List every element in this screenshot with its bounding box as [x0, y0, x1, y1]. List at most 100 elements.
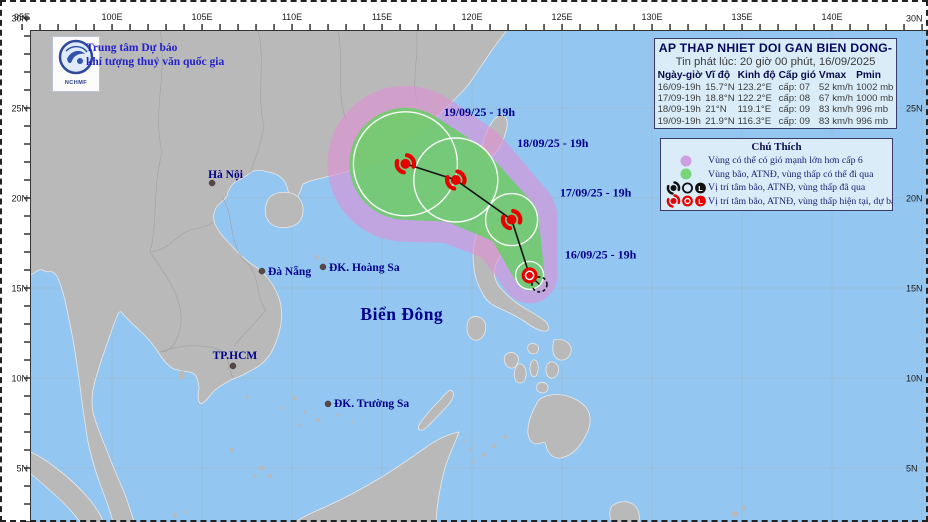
logo-caption: NCHMF: [64, 80, 88, 86]
track-timestamp-label: 18/09/25 - 19h: [517, 136, 589, 150]
city-label: Hà Nội: [208, 169, 244, 181]
left-margin: [0, 0, 30, 522]
forecast-table-row: 17/09-19h 18.8°N 122.2°E cấp: 08 67 km/h 1000…: [656, 93, 895, 104]
city-label: ĐK. Hoàng Sa: [329, 262, 400, 274]
storm-info-panel: AP THAP NHIET DOI GAN BIEN DONG- Tin phá…: [654, 38, 897, 129]
legend-item: L Vị trí tâm bão, ATNĐ, vùng thấp hiện tạ…: [664, 194, 892, 208]
forecast-table-cell: 19/09-19h: [657, 115, 701, 127]
latitude-label: 20N: [906, 194, 923, 204]
legend-item: Vùng bão, ATNĐ, vùng thấp có thể đi qua: [664, 168, 889, 182]
storm-markers: [394, 153, 538, 284]
svg-text:L: L: [698, 184, 703, 193]
latitude-label: 5N: [16, 464, 28, 474]
city-label: ĐK. Trường Sa: [334, 398, 409, 410]
legend-item-label: Vùng bão, ATNĐ, vùng thấp có thể đi qua: [708, 168, 874, 180]
longitude-label: 140E: [821, 12, 842, 22]
forecast-table: Ngày-giờ Vĩ độ Kinh độ Cấp gió Vmax Pmin 16/0…: [656, 70, 895, 127]
legend-symbol: L: [664, 181, 708, 195]
latitude-label: 25N: [906, 104, 923, 114]
cyclone-symbol-icon: [666, 194, 680, 208]
latitude-label: 15N: [906, 284, 923, 294]
forecast-table-cell: 119.1°E: [737, 104, 772, 116]
storm-marker-forecast: [500, 208, 523, 231]
forecast-table-cell: 18/09-19h: [657, 104, 701, 116]
latitude-label: 10N: [906, 374, 923, 384]
uncertainty-circle: [484, 192, 539, 247]
forecast-table-cell: 17/09-19h: [657, 93, 701, 105]
sea-name-label: Biển Đông: [360, 303, 444, 324]
forecast-table-cell: 21.9°N: [705, 115, 735, 127]
forecast-table-row: 16/09-19h 15.7°N 123.2°E cấp: 07 52 km/h 1002…: [656, 82, 895, 93]
longitude-label: 130E: [641, 12, 662, 22]
past-position-circle: [531, 276, 548, 293]
legend-item-label: Vị trí tâm bão, ATNĐ, vùng thấp hiện tại…: [708, 195, 893, 207]
nchmf-logo: NCHMF: [52, 36, 100, 92]
forecast-column-header: Pmin: [856, 70, 881, 81]
forecast-table-row: 18/09-19h 21°N 119.1°E cấp: 09 83 km/h 996 mb: [656, 104, 895, 115]
legend-panel: Chú Thích Vùng có thể có gió mạnh lớn hơ…: [660, 138, 893, 211]
forecast-table-header: Ngày-giờ Vĩ độ Kinh độ Cấp gió Vmax Pmin: [656, 70, 895, 82]
island-mindoro: [466, 316, 486, 341]
forecast-table-cell: 21°N: [705, 104, 727, 116]
island-palawan: [418, 389, 454, 431]
forecast-table-cell: cấp: 09: [778, 104, 811, 116]
svg-text:L: L: [698, 197, 703, 206]
low-symbol-icon: L: [694, 195, 706, 207]
forecast-column-header: Vmax: [818, 70, 847, 81]
circle-symbol-icon: [681, 182, 693, 194]
cyclone-symbol-icon: [666, 181, 680, 195]
city-marker: [319, 263, 327, 271]
latitude-label: 5N: [906, 464, 918, 474]
forecast-table-cell: 1002 mb: [856, 82, 894, 93]
legend-title: Chú Thích: [751, 141, 802, 153]
forecast-column-header: Cấp gió: [778, 70, 816, 81]
city-marker: [229, 362, 237, 370]
track-timestamp-label: 19/09/25 - 19h: [444, 105, 516, 119]
longitude-label: 120E: [461, 12, 482, 22]
latitude-label: 10N: [11, 374, 28, 384]
island-mindanao: [527, 394, 591, 459]
forecast-track-line: [405, 163, 531, 276]
latitude-label: 20N: [11, 194, 28, 204]
axis-labels: 95E 100E 105E 110E 115E 120E 125E 130E 135E 140E 3…: [11, 12, 922, 474]
city-marker: [324, 400, 332, 408]
nchmf-logo-icon: [58, 39, 94, 75]
track-timestamp-label: 16/09/25 - 19h: [565, 247, 637, 261]
island-borneo: [294, 431, 460, 522]
legend-symbol: L: [664, 194, 708, 208]
org-name-line2: khí tượng thuỷ văn quốc gia: [86, 55, 225, 68]
island-hainan: [264, 191, 304, 229]
axis-ticks: [21, 17, 926, 522]
forecast-table-cell: 52 km/h: [818, 82, 854, 93]
storm-marker-current: [521, 267, 538, 284]
island-sulawesi-tip: [609, 501, 640, 522]
city-marker: [208, 179, 216, 187]
latitude-label: 15N: [11, 284, 28, 294]
zone-color-icon: [680, 168, 692, 180]
ring-disc-symbol-icon: [681, 195, 693, 207]
island-sumatra: [29, 451, 104, 522]
city-label: TP.HCM: [213, 350, 258, 362]
longitude-label: 95E: [14, 12, 30, 22]
latitude-label: 30N: [906, 14, 923, 24]
uncertainty-circle: [413, 137, 499, 223]
legend-symbol: [664, 167, 708, 181]
map-frame: [29, 29, 928, 522]
low-symbol-icon: L: [694, 182, 706, 194]
forecast-table-cell: 83 km/h: [818, 115, 854, 127]
storm-marker-forecast: [445, 169, 467, 191]
forecast-table-cell: cấp: 08: [778, 93, 811, 105]
forecast-table-cell: 123.2°E: [737, 82, 772, 93]
longitude-label: 110E: [282, 12, 302, 22]
legend-item-label: Vị trí tâm bão, ATNĐ, vùng thấp đã qua: [708, 182, 866, 194]
island-negros: [513, 363, 527, 384]
longitude-label: 115E: [372, 12, 392, 22]
org-name: Trung tâm Dự báo khí tượng thuỷ văn quốc…: [86, 42, 224, 69]
forecast-table-cell: 67 km/h: [818, 93, 854, 105]
longitude-label: 125E: [551, 12, 572, 22]
forecast-column-header: Kinh độ: [737, 70, 776, 81]
uncertainty-circle: [352, 111, 459, 217]
forecast-table-row: 19/09-19h 21.9°N 116.3°E cấp: 09 83 km/h 996 …: [656, 116, 895, 127]
forecast-table-cell: 83 km/h: [818, 104, 854, 116]
